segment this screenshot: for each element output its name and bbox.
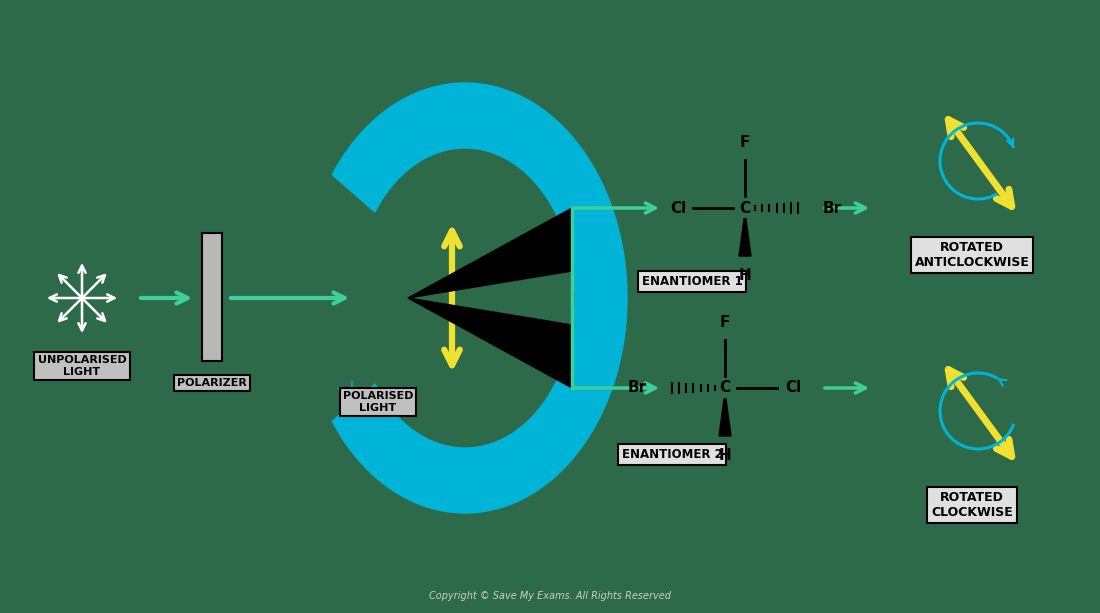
Text: H: H (738, 268, 751, 283)
Text: POLARISED
LIGHT: POLARISED LIGHT (343, 391, 414, 413)
Polygon shape (719, 392, 732, 436)
Text: Cl: Cl (670, 200, 686, 216)
Text: Copyright © Save My Exams. All Rights Reserved: Copyright © Save My Exams. All Rights Re… (429, 591, 671, 601)
Text: C: C (739, 200, 750, 216)
Polygon shape (408, 208, 572, 298)
Text: POLARIZER: POLARIZER (177, 378, 246, 388)
Text: F: F (719, 315, 730, 330)
Bar (202, 233, 222, 361)
Polygon shape (438, 308, 535, 365)
Text: ROTATED
ANTICLOCKWISE: ROTATED ANTICLOCKWISE (914, 241, 1030, 269)
Text: ENANTIOMER 1: ENANTIOMER 1 (642, 275, 743, 288)
Text: Cl: Cl (785, 381, 801, 395)
Text: Br: Br (823, 200, 843, 216)
Text: ROTATED
CLOCKWISE: ROTATED CLOCKWISE (931, 491, 1013, 519)
Polygon shape (739, 212, 751, 256)
Text: Br: Br (628, 381, 647, 395)
Polygon shape (408, 298, 572, 388)
Text: UNPOLARISED
LIGHT: UNPOLARISED LIGHT (37, 355, 127, 376)
Polygon shape (332, 83, 627, 513)
Text: H: H (718, 448, 732, 463)
Polygon shape (438, 231, 535, 288)
Text: ENANTIOMER 2: ENANTIOMER 2 (621, 448, 723, 461)
Text: C: C (719, 381, 730, 395)
Text: F: F (740, 135, 750, 150)
